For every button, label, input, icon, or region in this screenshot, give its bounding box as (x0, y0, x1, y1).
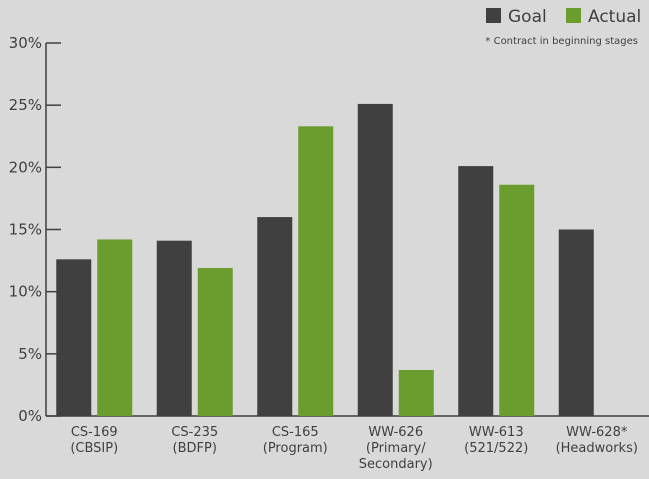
bar-goal-5 (558, 229, 594, 416)
bar-actual-0 (97, 239, 133, 416)
y-tick-label: 25% (9, 96, 42, 114)
bar-actual-1 (197, 268, 233, 416)
x-tick-label-line: (CBSIP) (70, 441, 118, 456)
bar-actual-2 (298, 126, 334, 416)
x-tick-label: WW-626 (Primary/Secondary) (359, 425, 433, 472)
labels: 0% 5% 10% 15% 20% 25% 30% CS-169 (CBSIP) CS-235 (B… (9, 34, 638, 472)
x-tick-label-line: CS-169 (71, 425, 118, 440)
x-tick-label-line: CS-165 (272, 425, 319, 440)
x-tick-label: CS-235 (BDFP) (171, 425, 218, 456)
bar-actual-3 (398, 369, 434, 416)
x-tick-label-line: (Program) (263, 441, 328, 456)
x-tick-label-line: WW-626 (368, 425, 423, 440)
x-tick-label: CS-169 (CBSIP) (70, 425, 118, 456)
legend-label-goal: Goal (508, 7, 547, 27)
y-tick-label: 15% (9, 221, 42, 239)
y-tick-label: 30% (9, 34, 42, 52)
y-tick-label: 5% (18, 345, 42, 363)
x-tick-label: CS-165 (Program) (263, 425, 328, 456)
legend-swatch-goal (486, 8, 501, 23)
y-tick-label: 0% (18, 407, 42, 425)
x-tick-label-line: (Primary/ (366, 441, 426, 456)
legend-label-actual: Actual (588, 7, 641, 27)
bar-goal-3 (357, 103, 393, 416)
x-tick-label-line: WW-628* (566, 425, 628, 440)
bar-goal-2 (257, 217, 293, 416)
bar-goal-4 (458, 166, 494, 416)
x-tick-label-line: CS-235 (171, 425, 218, 440)
bars (56, 103, 594, 416)
y-tick-label: 20% (9, 158, 42, 176)
legend-swatch-actual (566, 8, 581, 23)
x-tick-label-line: (Headworks) (556, 441, 638, 456)
annotation-note: * Contract in beginning stages (485, 36, 638, 47)
legend: Goal Actual * Contract in beginning stages (485, 7, 641, 47)
bar-actual-4 (499, 184, 535, 416)
y-tick-label: 10% (9, 283, 42, 301)
x-tick-label-line: Secondary) (359, 457, 433, 472)
x-tick-label: WW-613 (521/522) (464, 425, 528, 456)
x-tick-label-line: (521/522) (464, 441, 528, 456)
bar-goal-1 (156, 240, 192, 416)
x-tick-label-line: WW-613 (469, 425, 524, 440)
axes (45, 42, 649, 417)
x-tick-label-line: (BDFP) (173, 441, 217, 456)
bar-goal-0 (56, 259, 92, 416)
x-tick-label: WW-628* (Headworks) (556, 425, 638, 456)
